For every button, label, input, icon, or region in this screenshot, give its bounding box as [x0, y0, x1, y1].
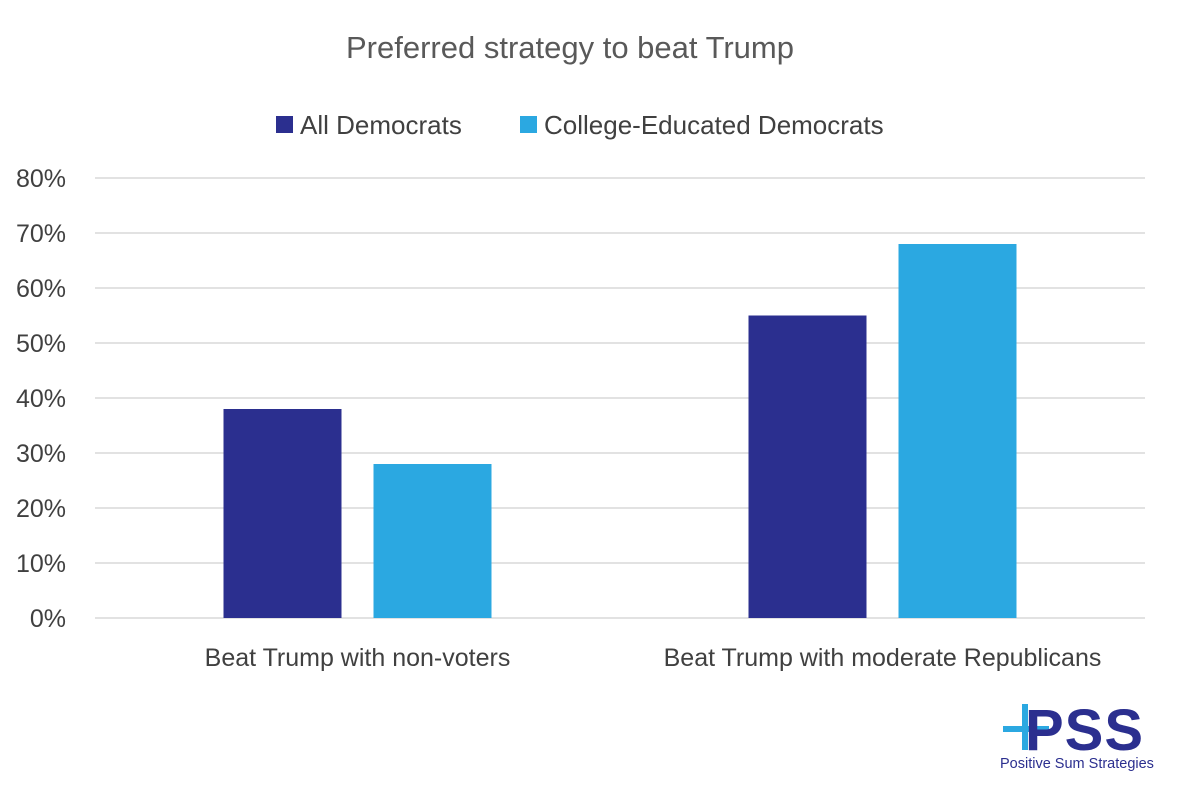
y-tick-label-20: 20%	[16, 495, 66, 523]
logo-mark: PSS	[1025, 698, 1144, 763]
bar-college-educated-democrats-1	[898, 244, 1017, 618]
legend-swatch-all-democrats	[276, 116, 293, 133]
chart-title: Preferred strategy to beat Trump	[346, 30, 794, 65]
bar-all-democrats-0	[223, 409, 342, 618]
pss-logo: PSS	[1003, 698, 1144, 763]
x-category-label-0: Beat Trump with non-voters	[205, 644, 511, 672]
bar-college-educated-democrats-0	[373, 464, 492, 618]
y-axis-tick-labels: 0% 10% 20% 30% 40% 50% 60% 70% 80%	[16, 165, 66, 633]
x-axis-category-labels: Beat Trump with non-voters Beat Trump wit…	[205, 644, 1102, 672]
y-tick-label-60: 60%	[16, 275, 66, 303]
bars	[223, 244, 1017, 618]
y-tick-label-40: 40%	[16, 385, 66, 413]
legend-label-all-democrats: All Democrats	[300, 110, 462, 140]
legend-swatch-college-educated-democrats	[520, 116, 537, 133]
y-tick-label-70: 70%	[16, 220, 66, 248]
y-tick-label-80: 80%	[16, 165, 66, 193]
y-tick-label-10: 10%	[16, 550, 66, 578]
y-tick-label-50: 50%	[16, 330, 66, 358]
y-tick-label-0: 0%	[30, 605, 66, 633]
bar-all-democrats-1	[748, 315, 867, 618]
y-tick-label-30: 30%	[16, 440, 66, 468]
legend-label-college-educated-democrats: College-Educated Democrats	[544, 110, 884, 140]
logo-caption: Positive Sum Strategies	[1000, 756, 1154, 772]
logo-plus-horizontal	[1003, 726, 1049, 732]
x-category-label-1: Beat Trump with moderate Republicans	[664, 644, 1102, 672]
legend: All Democrats College-Educated Democrats	[276, 110, 884, 140]
